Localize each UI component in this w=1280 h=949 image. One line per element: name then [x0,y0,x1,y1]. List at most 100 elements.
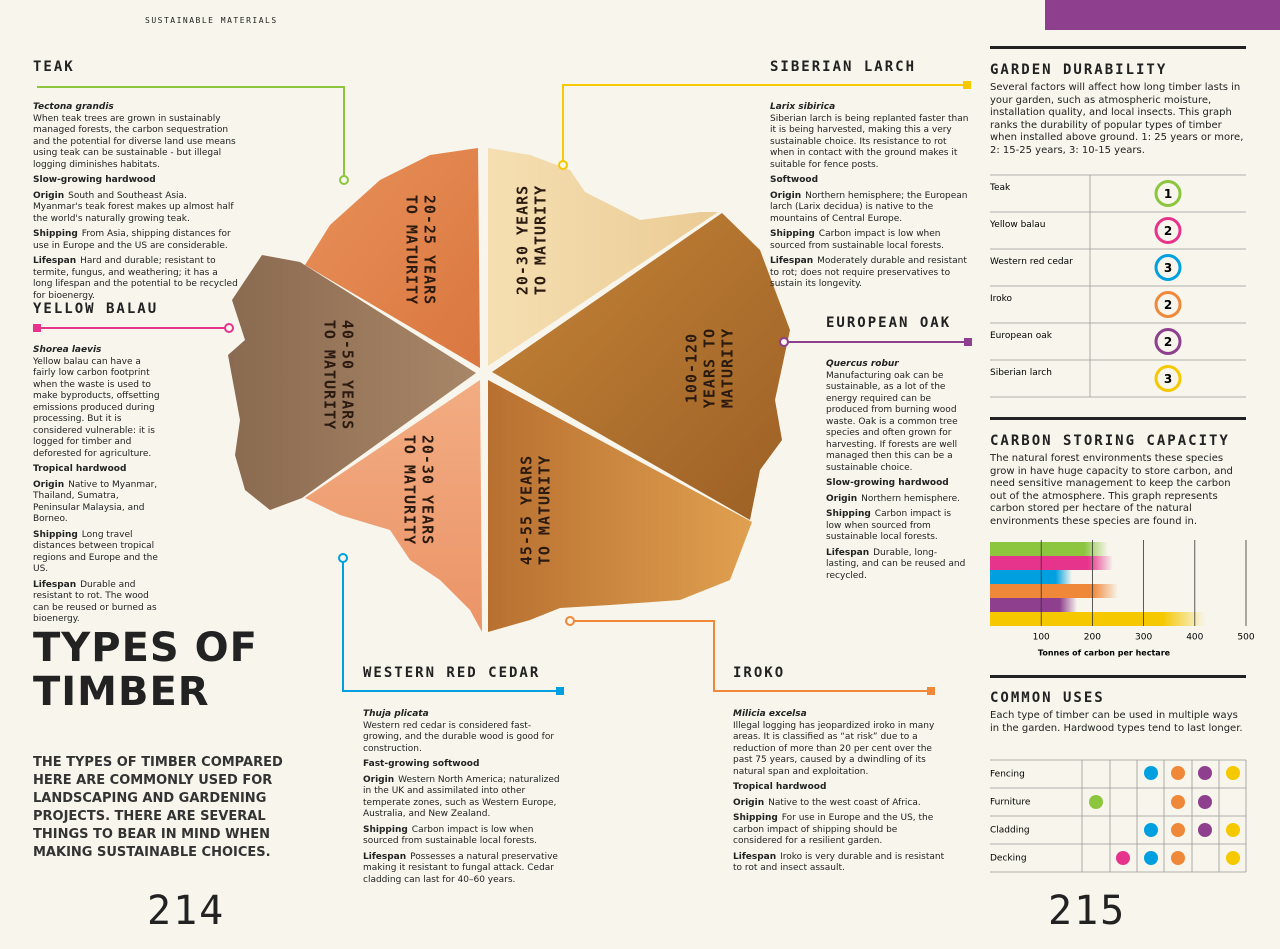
fact-origin: Origin Native to the west coast of Africa… [733,798,948,810]
intro: THE TYPES OF TIMBER COMPARED HERE ARE CO… [33,755,283,860]
fact-shipping: Shipping Carbon impact is low when source… [770,229,970,252]
fact-origin: Origin Native to Myanmar, Thailand, Sumat… [33,480,163,526]
rule [990,46,1246,49]
connector-dot [224,323,234,333]
species-name: WESTERN RED CEDAR [363,665,541,681]
species-block: Larix sibirica Siberian larch is being re… [770,102,970,295]
section-label: SUSTAINABLE MATERIALS [145,16,278,25]
maturity-label: 20-30 YEARS [514,185,532,295]
fact-label: Lifespan [33,256,77,266]
connector-iroko [570,620,931,692]
fact-label: Origin [733,797,765,808]
fact-text: Western North America; naturalized in th… [363,774,560,820]
fact-label: Origin [33,479,65,490]
fact-label: Lifespan [826,547,870,558]
fact-label: Shipping [363,824,408,835]
page-number: 215 [1048,888,1127,934]
species-description: Siberian larch is being replanted faster… [770,113,969,170]
fact-text: Northern hemisphere. [861,493,960,504]
wood-type: Tropical hardwood [733,782,827,792]
maturity-label: TO MATURITY [401,435,419,545]
fact-lifespan: Lifespan Possesses a natural preservative… [363,852,563,887]
wedge-iroko [488,380,752,632]
maturity-label: TO MATURITY [536,455,554,565]
maturity-label: 20-30 YEARS [419,435,437,545]
species-block: Shorea laevis Yellow balau can have a fai… [33,345,163,630]
wedge-teak [305,148,480,368]
wood-type: Slow-growing hardwood [826,478,949,488]
latin-name: Thuja plicata [363,709,429,719]
fact-text: Carbon impact is low when sourced from s… [826,509,952,542]
maturity-label: 100-120 [683,333,701,403]
fact-label: Lifespan [363,851,407,862]
latin-name: Tectona grandis [33,102,114,112]
title-line: TYPES OF [33,625,258,671]
species-block: Milicia excelsa Illegal logging has jeopa… [733,709,948,879]
fact-lifespan: Lifespan Durable and resistant to rot. Th… [33,580,163,626]
connector-dot [779,337,789,347]
latin-name: Quercus robur [826,359,899,369]
fact-label: Lifespan [33,579,77,590]
species-name: YELLOW BALAU [33,301,159,317]
species-block: Tectona grandis When teak trees are grown… [33,102,238,306]
section-description: The natural forest environments these sp… [990,453,1233,527]
fact-shipping: Shipping For use in Europe and the US, th… [733,813,948,848]
fact-label: Lifespan [770,256,814,266]
fact-label: Shipping [826,509,871,519]
fact-label: Origin [33,190,65,201]
fact-label: Origin [770,190,802,201]
fact-text: From Asia, shipping distances for use in… [33,229,231,251]
main-title: TYPES OF TIMBER [33,626,258,714]
rule [990,417,1246,420]
fact-label: Origin [826,493,858,504]
fact-origin: Origin Western North America; naturalized… [363,775,563,821]
connector-cedar [342,558,560,692]
wood-type: Tropical hardwood [33,464,127,474]
connector-square [556,687,564,695]
maturity-label: MATURITY [719,328,737,408]
fact-label: Shipping [770,229,815,239]
connector-dot [339,175,349,185]
connector-teak [37,86,345,180]
fact-text: Durable and resistant to rot. The wood c… [33,579,157,625]
connector-dot [565,616,575,626]
fact-origin: Origin Northern hemisphere; the European … [770,191,970,226]
fact-origin: Origin South and Southeast Asia. Myanmar'… [33,191,238,226]
species-name: SIBERIAN LARCH [770,59,917,75]
section-description: Each type of timber can be used in multi… [990,710,1243,734]
connectors [33,81,972,695]
maturity-label: 45-55 YEARS [518,455,536,565]
species-description: Illegal logging has jeopardized iroko in… [733,720,935,777]
fact-label: Shipping [33,529,78,540]
fact-label: Origin [363,774,395,785]
fact-text: Northern hemisphere; the European larch … [770,190,968,224]
species-block: Quercus robur Manufacturing oak can be su… [826,359,966,586]
connector-square [33,324,41,332]
fact-origin: Origin Northern hemisphere. [826,494,966,506]
fact-text: For use in Europe and the US, the carbon… [733,813,934,846]
maturity-label: TO MATURITY [321,320,339,430]
connector-square [964,338,972,346]
species-description: When teak trees are grown in sustainably… [33,113,236,170]
connector-square [927,687,935,695]
connector-larch [562,84,967,165]
fact-text: Native to Myanmar, Thailand, Sumatra, Pe… [33,479,158,525]
wedge-cedar [305,380,482,632]
fact-text: Iroko is very durable and is resistant t… [733,851,945,874]
wood-type: Softwood [770,175,819,185]
section-title: COMMON USES [990,690,1105,706]
connector-dot [338,553,348,563]
fact-text: Hard and durable; resistant to termite, … [33,256,238,301]
fact-shipping: Shipping Carbon impact is low when source… [826,509,966,544]
fact-label: Shipping [733,813,778,823]
fact-text: Native to the west coast of Africa. [768,797,921,808]
title-line: TIMBER [33,669,210,715]
connector-dot [558,160,568,170]
fact-text: Long travel distances between tropical r… [33,529,158,575]
species-description: Yellow balau can have a fairly low carbo… [33,356,160,459]
fact-lifespan: Lifespan Durable, long-lasting, and can b… [826,548,966,583]
corner-tab [1045,0,1280,30]
